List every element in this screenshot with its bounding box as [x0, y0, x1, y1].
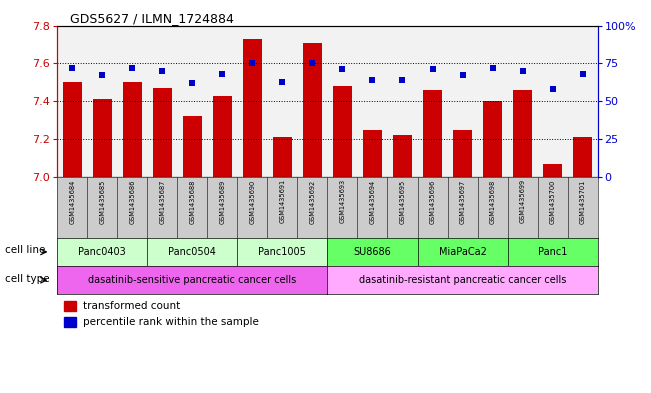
Bar	[573, 137, 592, 177]
Text: GSM1435685: GSM1435685	[100, 179, 105, 224]
Bar	[453, 130, 472, 177]
Text: GSM1435692: GSM1435692	[309, 179, 316, 224]
Point	[488, 65, 498, 71]
Text: GSM1435688: GSM1435688	[189, 179, 195, 224]
Bar	[273, 137, 292, 177]
Bar	[393, 135, 412, 177]
Text: cell type: cell type	[5, 274, 49, 284]
Point	[97, 72, 107, 79]
Text: GDS5627 / ILMN_1724884: GDS5627 / ILMN_1724884	[70, 12, 234, 25]
Text: percentile rank within the sample: percentile rank within the sample	[83, 317, 259, 327]
Bar	[122, 82, 142, 177]
Bar	[513, 90, 533, 177]
Point	[367, 77, 378, 83]
Bar	[92, 99, 112, 177]
Text: transformed count: transformed count	[83, 301, 180, 311]
Bar	[213, 95, 232, 177]
Text: GSM1435695: GSM1435695	[400, 179, 406, 224]
Point	[187, 80, 198, 86]
Bar	[183, 116, 202, 177]
Point	[518, 68, 528, 74]
Text: GSM1435687: GSM1435687	[159, 179, 165, 224]
Text: SU8686: SU8686	[353, 247, 391, 257]
Bar	[333, 86, 352, 177]
Text: GSM1435689: GSM1435689	[219, 179, 225, 224]
Point	[457, 72, 467, 79]
Point	[157, 68, 167, 74]
Bar	[243, 39, 262, 177]
Text: Panc0403: Panc0403	[78, 247, 126, 257]
Text: GSM1435691: GSM1435691	[279, 179, 285, 223]
Text: GSM1435698: GSM1435698	[490, 179, 495, 224]
Point	[217, 71, 228, 77]
Text: GSM1435700: GSM1435700	[549, 179, 555, 224]
Text: dasatinib-resistant pancreatic cancer cells: dasatinib-resistant pancreatic cancer ce…	[359, 275, 566, 285]
Bar	[543, 163, 562, 177]
Bar	[64, 301, 76, 311]
Text: GSM1435686: GSM1435686	[130, 179, 135, 224]
Bar	[422, 90, 442, 177]
Text: dasatinib-sensitive pancreatic cancer cells: dasatinib-sensitive pancreatic cancer ce…	[89, 275, 296, 285]
Point	[247, 60, 258, 66]
Text: GSM1435697: GSM1435697	[460, 179, 465, 224]
Point	[67, 65, 77, 71]
Bar	[483, 101, 503, 177]
Text: GSM1435693: GSM1435693	[339, 179, 346, 223]
Text: Panc1005: Panc1005	[258, 247, 307, 257]
Point	[427, 66, 437, 73]
Text: GSM1435699: GSM1435699	[519, 179, 525, 223]
Point	[127, 65, 137, 71]
Text: GSM1435684: GSM1435684	[69, 179, 76, 224]
Point	[397, 77, 408, 83]
Point	[277, 78, 288, 84]
Point	[547, 86, 558, 92]
Bar	[152, 88, 172, 177]
Point	[337, 66, 348, 73]
Bar	[64, 317, 76, 327]
Text: cell line: cell line	[5, 246, 45, 255]
Bar	[303, 42, 322, 177]
Text: GSM1435690: GSM1435690	[249, 179, 255, 224]
Text: GSM1435701: GSM1435701	[579, 179, 586, 224]
Point	[307, 60, 318, 66]
Point	[577, 71, 588, 77]
Bar	[62, 82, 82, 177]
Text: Panc0504: Panc0504	[169, 247, 216, 257]
Text: GSM1435694: GSM1435694	[370, 179, 376, 224]
Text: Panc1: Panc1	[538, 247, 567, 257]
Bar	[363, 130, 382, 177]
Text: GSM1435696: GSM1435696	[430, 179, 436, 224]
Text: MiaPaCa2: MiaPaCa2	[439, 247, 486, 257]
